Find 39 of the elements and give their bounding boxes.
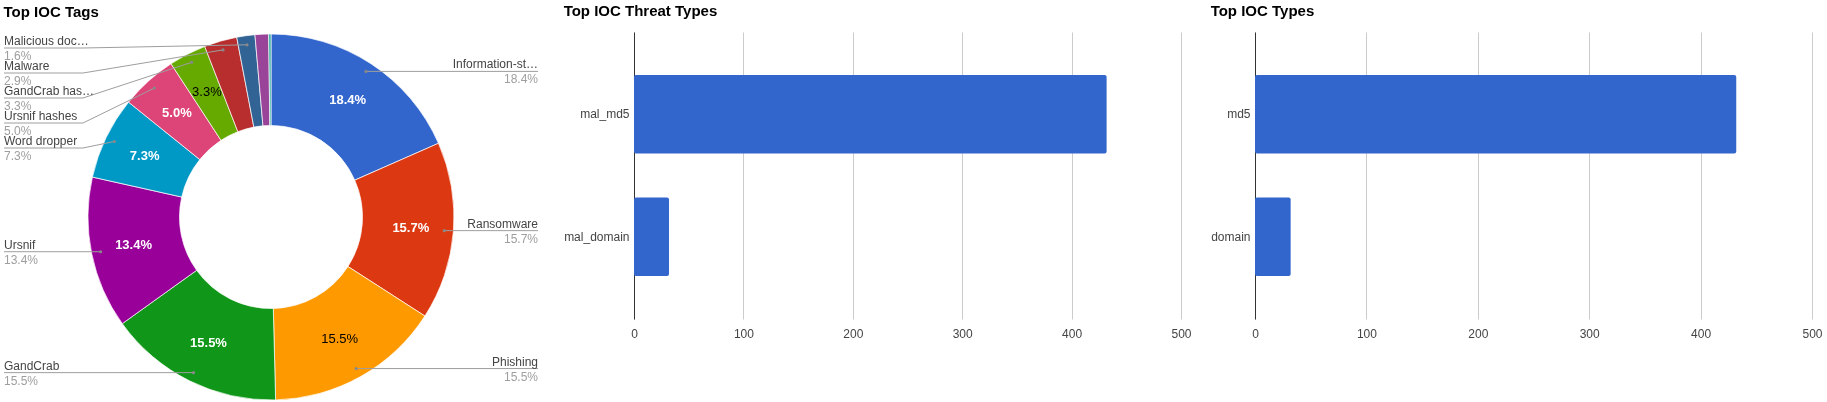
x-tick-label: 0 — [631, 326, 639, 341]
y-tick-label: mal_domain — [564, 229, 630, 244]
text: 7.3% — [4, 149, 32, 163]
x-tick-label: 400 — [1691, 326, 1712, 341]
data-label: 7.3% — [129, 148, 160, 164]
x-tick-label: 0 — [1252, 326, 1260, 341]
data-label: 13.4% — [115, 237, 153, 253]
text: 13.4% — [4, 252, 39, 267]
x-tick-label: 300 — [952, 326, 974, 341]
x-tick-label: 500 — [1802, 326, 1823, 341]
slice-label: Malicious doc… — [4, 34, 89, 48]
data-label: 15.5% — [321, 331, 359, 347]
text: 15.5% — [4, 373, 39, 388]
chart-title: Top IOC Tags — [3, 2, 99, 20]
x-tick-label: 300 — [1579, 326, 1601, 341]
y-tick-label: md5 — [1227, 107, 1251, 122]
text: 15.5% — [503, 369, 538, 384]
data-label: 3.3% — [192, 84, 223, 100]
slice-label: Ursnif — [4, 237, 36, 252]
x-tick-label: 200 — [1468, 326, 1489, 341]
x-tick-label: 500 — [1171, 326, 1192, 341]
data-label: 18.4% — [329, 91, 367, 107]
chart-title: Top IOC Types — [1210, 2, 1315, 19]
slice-label: Information-st… — [452, 57, 538, 72]
y-tick-label: domain — [1211, 229, 1251, 244]
y-tick-label: mal_md5 — [580, 107, 630, 122]
text: 15.7% — [503, 231, 538, 246]
data-label: 5.0% — [162, 104, 193, 120]
x-tick-label: 100 — [1356, 326, 1378, 341]
x-tick-label: 100 — [733, 326, 755, 341]
slice-label: Phishing — [491, 354, 538, 369]
text: 18.4% — [503, 72, 538, 87]
data-label: 15.7% — [392, 220, 430, 235]
chart-title: Top IOC Threat Types — [563, 2, 718, 19]
slice-label: GandCrab — [4, 358, 60, 373]
x-tick-label: 200 — [843, 326, 864, 341]
data-label: 15.5% — [190, 334, 228, 350]
slice-label: Ransomware — [467, 216, 539, 231]
x-tick-label: 400 — [1062, 326, 1083, 341]
